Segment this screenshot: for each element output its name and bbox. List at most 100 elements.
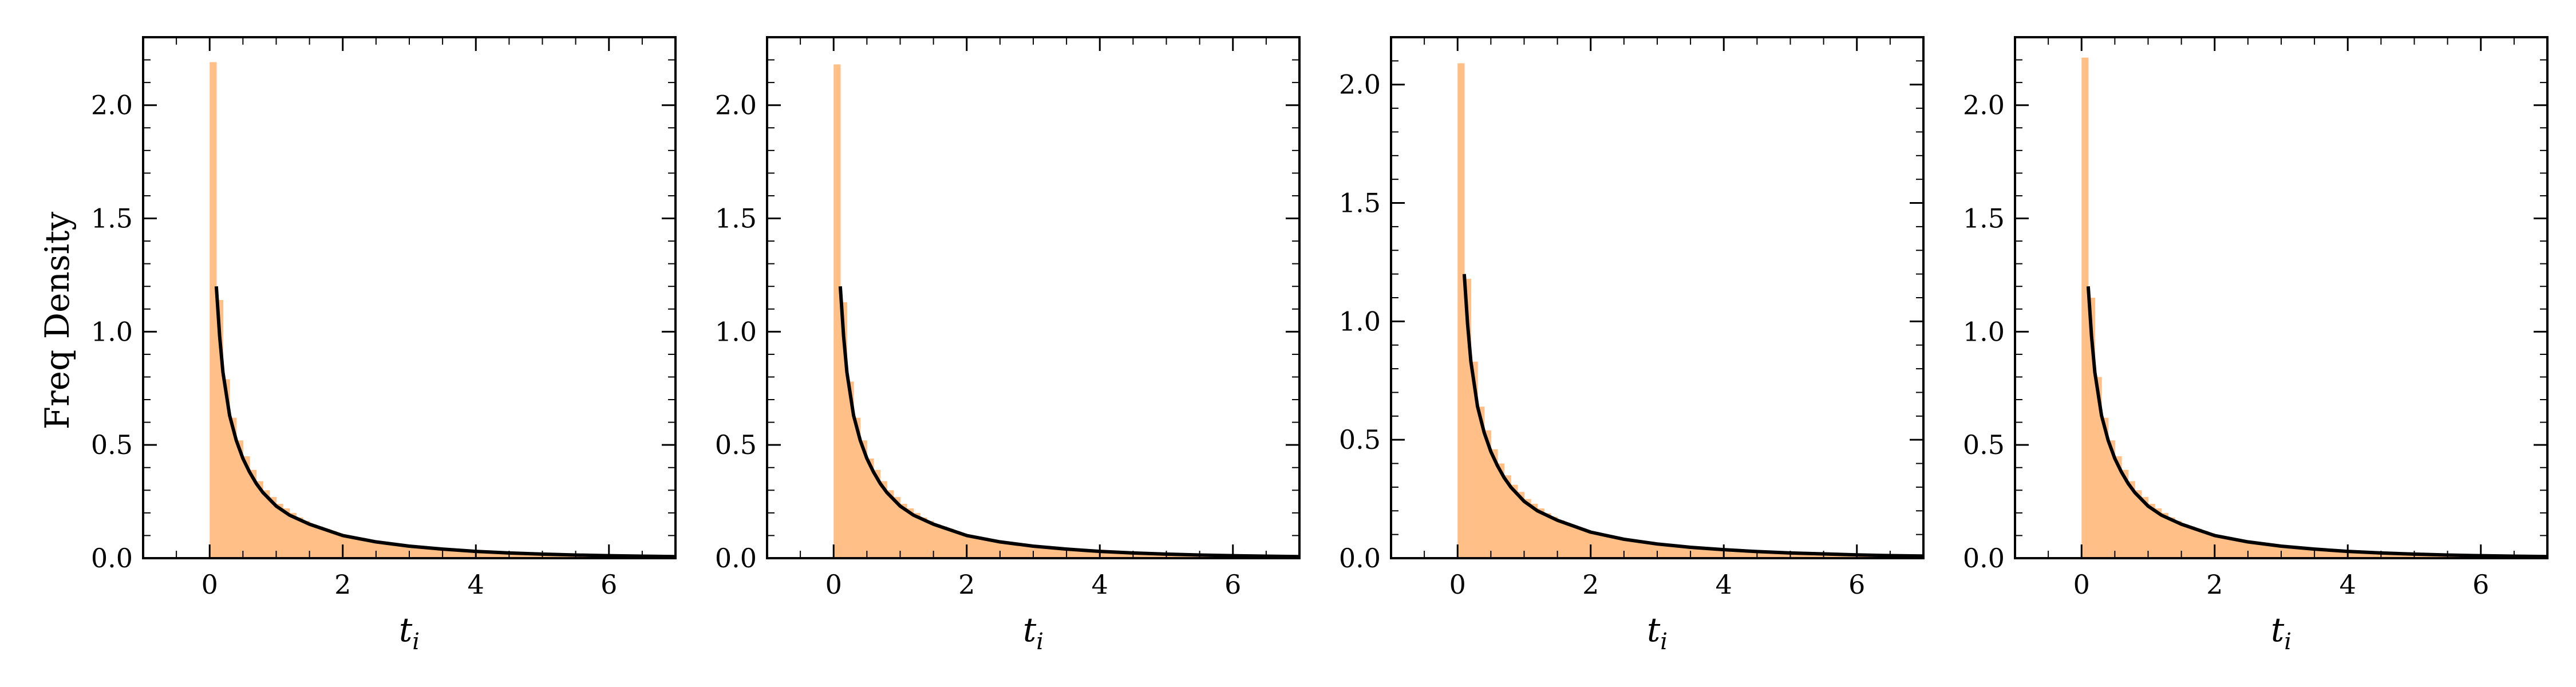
- panel-1-histogram: [210, 62, 675, 558]
- x-tick-label: 2: [1582, 569, 1599, 600]
- panel-1: 0 2 4 6 0.0 0.5 1.0 1.5 2.0 ti: [91, 36, 677, 655]
- histogram-bar: [893, 497, 901, 558]
- y-tick-label: 1.0: [715, 316, 757, 347]
- histogram-bar: [2241, 541, 2249, 558]
- x-tick-label: 4: [1716, 569, 1732, 600]
- histogram-bar: [847, 381, 854, 558]
- histogram-bar: [336, 533, 343, 558]
- fit-curve-line: [2086, 286, 2547, 558]
- x-tick-label: 6: [600, 569, 617, 600]
- y-tick-label: 0.5: [1339, 424, 1381, 455]
- histogram-bar: [322, 528, 330, 558]
- x-tick-label: 0: [2073, 569, 2090, 600]
- histogram-bar: [1677, 547, 1685, 558]
- histogram-bar: [1046, 548, 1054, 558]
- histogram-bar: [1498, 463, 1505, 558]
- histogram-bar: [389, 544, 397, 558]
- histogram-bar: [1577, 528, 1585, 558]
- x-axis-title-subscript: i: [1036, 629, 1044, 655]
- histogram-bar: [1590, 532, 1598, 558]
- histogram-bar: [2301, 549, 2309, 558]
- y-tick-label: 1.5: [715, 203, 757, 234]
- histogram-bar: [1531, 503, 1538, 558]
- histogram-bar: [449, 551, 456, 558]
- histogram-bar: [1140, 555, 1147, 558]
- histogram-bar: [1053, 549, 1061, 558]
- histogram-bar: [2155, 508, 2162, 558]
- histogram-bar: [396, 546, 403, 558]
- histogram-bar: [1610, 537, 1618, 558]
- histogram-bar: [1086, 552, 1094, 558]
- y-tick-label: 2.0: [1339, 69, 1381, 100]
- y-tick-label: 0.0: [91, 543, 133, 574]
- histogram-bar: [1684, 548, 1691, 558]
- histogram-bar: [1557, 520, 1564, 558]
- histogram-bar: [1026, 546, 1034, 558]
- histogram-bar: [2381, 554, 2388, 558]
- histogram-bar: [2361, 554, 2368, 558]
- y-tick-label: 0.5: [715, 429, 757, 460]
- x-axis-title: ti: [399, 610, 420, 655]
- histogram-bar: [1040, 548, 1047, 558]
- histogram-bar: [2108, 440, 2115, 558]
- histogram-bar: [263, 490, 270, 558]
- histogram-bar: [1093, 552, 1100, 558]
- histogram-bar: [356, 538, 364, 558]
- histogram-bar: [1643, 543, 1651, 558]
- x-tick-label: 2: [958, 569, 975, 600]
- histogram-bar: [442, 550, 450, 558]
- histogram-bar: [1100, 552, 1107, 558]
- histogram-bar: [542, 555, 550, 558]
- histogram-bar: [1797, 554, 1804, 558]
- histogram-bar: [940, 526, 947, 558]
- histogram-bar: [522, 555, 530, 558]
- y-tick-label: 1.5: [1339, 188, 1381, 219]
- histogram-bar: [986, 540, 994, 558]
- histogram-bar: [999, 542, 1008, 558]
- histogram-bar: [1617, 539, 1625, 558]
- histogram-bar: [482, 553, 490, 558]
- y-tick-label: 0.0: [715, 543, 757, 574]
- histogram-bar: [2081, 57, 2089, 558]
- x-axis-title-subscript: i: [2284, 629, 2291, 655]
- histogram-bar: [250, 469, 257, 558]
- histogram-bar: [296, 517, 303, 558]
- histogram-bar: [1060, 550, 1067, 558]
- histogram-bar: [1836, 555, 1844, 558]
- y-tick-label: 1.5: [1963, 203, 2005, 234]
- histogram-bar: [1457, 63, 1465, 558]
- histogram-bar: [2374, 554, 2381, 558]
- histogram-bar: [2267, 546, 2275, 558]
- histogram-bar: [1013, 544, 1021, 558]
- histogram-bar: [2208, 533, 2215, 558]
- histogram-bar: [1477, 406, 1485, 558]
- histogram-bar: [920, 517, 927, 558]
- x-axis-title: ti: [1023, 610, 1044, 655]
- histogram-bar: [2135, 490, 2142, 558]
- histogram-bar: [289, 512, 297, 558]
- x-axis-title: ti: [2271, 610, 2291, 655]
- histogram-bar: [960, 533, 967, 558]
- histogram-bar: [2121, 469, 2129, 558]
- histogram-bar: [1664, 546, 1671, 558]
- x-tick-label: 4: [1092, 569, 1108, 600]
- histogram-bar: [1823, 555, 1831, 558]
- histogram-bar: [422, 548, 430, 558]
- histogram-bar: [1670, 547, 1678, 558]
- histogram-bar: [2341, 552, 2348, 558]
- y-axis-title: Freq Density: [38, 212, 77, 430]
- histogram-bar: [2314, 550, 2322, 558]
- histogram-bar: [2214, 535, 2222, 558]
- histogram-bar: [953, 531, 961, 558]
- histogram-bar: [1790, 554, 1797, 558]
- histogram-bar: [1817, 555, 1824, 558]
- histogram-bar: [833, 64, 841, 558]
- histogram-bar: [329, 531, 337, 558]
- histogram-bar: [476, 552, 483, 558]
- y-tick-label: 1.0: [1339, 306, 1381, 337]
- histogram-bar: [1830, 555, 1838, 558]
- histogram-bar: [303, 520, 310, 558]
- histogram-bar: [416, 548, 423, 558]
- histogram-bar: [2168, 517, 2175, 558]
